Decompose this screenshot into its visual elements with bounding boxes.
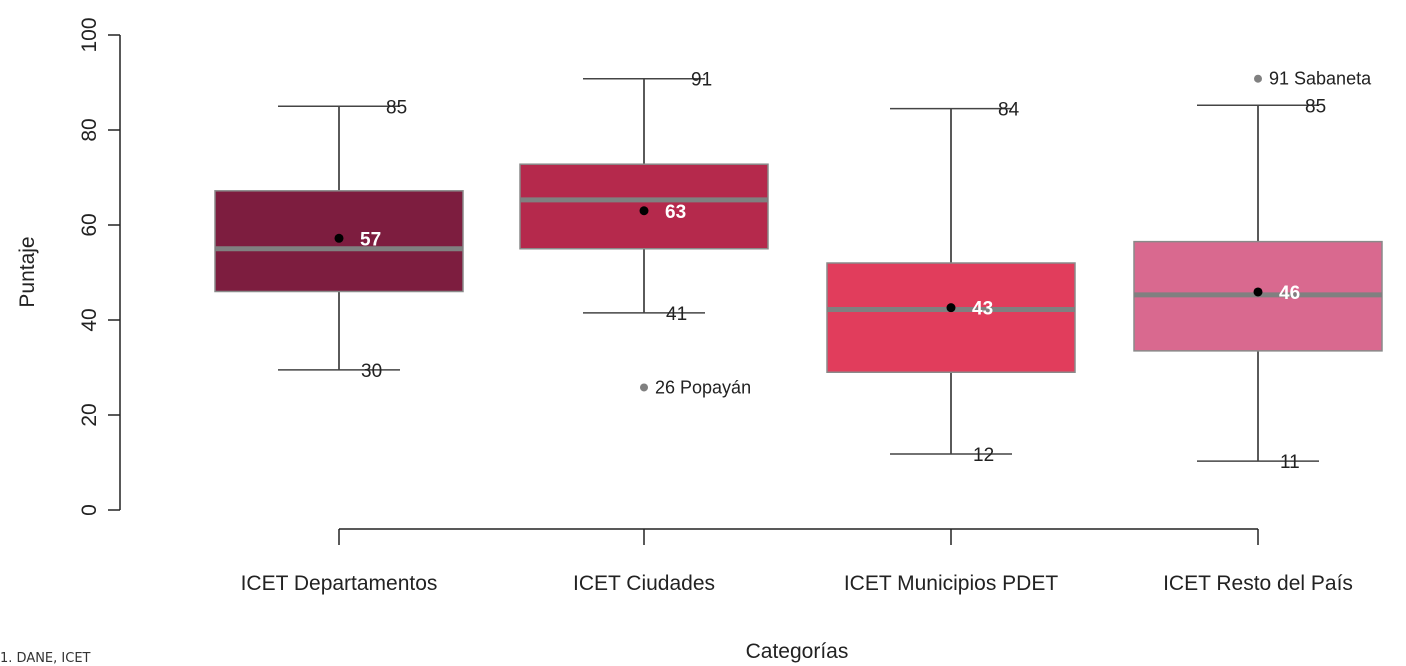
- x-tick-label: ICET Resto del País: [1163, 572, 1353, 595]
- source-note: 1. DANE, ICET: [0, 651, 91, 666]
- whisker-high-label: 85: [1305, 96, 1326, 117]
- x-tick-label: ICET Departamentos: [241, 572, 438, 595]
- y-axis-title: Puntaje: [16, 236, 39, 307]
- mean-label: 46: [1279, 283, 1300, 304]
- y-axis: 0 20 40 60 80 100: [78, 17, 121, 516]
- x-axis: ICET Departamentos ICET Ciudades ICET Muni…: [241, 528, 1353, 595]
- outlier-point: [640, 383, 648, 392]
- mean-point: [946, 303, 956, 313]
- y-tick-label: 80: [78, 118, 101, 141]
- whisker-low-label: 12: [973, 445, 994, 466]
- box-group: 43 84 12: [826, 100, 1076, 466]
- mean-label: 43: [972, 299, 993, 320]
- whisker-high-label: 85: [386, 97, 407, 118]
- y-tick-label: 60: [78, 213, 101, 236]
- mean-label: 57: [360, 229, 381, 250]
- whisker-high-label: 84: [998, 100, 1020, 121]
- mean-point: [639, 206, 649, 216]
- box-group: 57 85 30: [214, 97, 464, 382]
- whisker-low-label: 11: [1280, 452, 1300, 473]
- outlier-label: 26 Popayán: [655, 377, 751, 397]
- mean-point: [1253, 287, 1263, 297]
- x-tick-label: ICET Municipios PDET: [844, 572, 1059, 595]
- whisker-low-label: 30: [361, 361, 382, 382]
- y-tick-label: 20: [78, 403, 101, 426]
- x-tick-label: ICET Ciudades: [573, 572, 715, 595]
- whisker-low-label: 41: [666, 304, 687, 325]
- y-tick-label: 0: [78, 504, 101, 516]
- mean-label: 63: [665, 202, 686, 223]
- boxes: 57 85 30 63 91 41 26 Popayán 43 84 12 46 85 11 91 Sab…: [214, 69, 1383, 473]
- box-group: 46 85 11 91 Sabaneta: [1133, 69, 1383, 473]
- box-iqr: [826, 262, 1076, 373]
- whisker-high-label: 91: [691, 70, 712, 91]
- x-axis-title: Categorías: [746, 640, 849, 663]
- outlier-label: 91 Sabaneta: [1269, 69, 1372, 89]
- y-tick-label: 100: [78, 17, 101, 52]
- mean-point: [334, 233, 344, 243]
- y-tick-label: 40: [78, 308, 101, 331]
- outlier-point: [1254, 74, 1262, 83]
- box-group: 63 91 41 26 Popayán: [519, 70, 769, 397]
